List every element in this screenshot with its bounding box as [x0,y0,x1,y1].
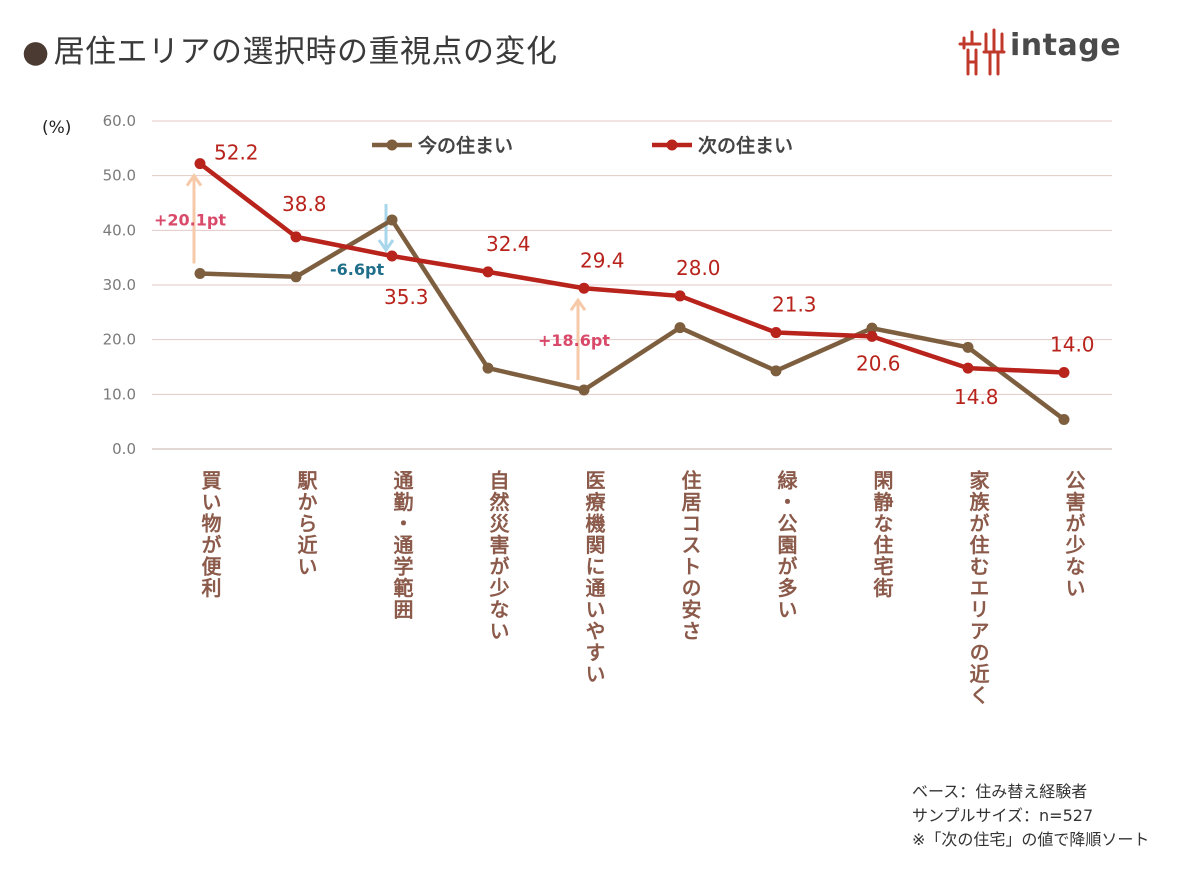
note-base: ベース：住み替え経験者 [912,782,1088,801]
data-point-current [962,341,974,353]
legend: 今の住まい 次の住まい [372,134,793,157]
data-label: 21.3 [772,293,817,317]
data-point-next [1058,366,1070,378]
data-labels: 52.2 38.8 35.3 32.4 29.4 28.0 21.3 20.6 14.8 14.0 [214,141,1095,409]
intage-logo-icon [958,28,1006,76]
annotation-label: +18.6pt [538,331,610,350]
data-point-next [482,266,494,278]
title-text: 居住エリアの選択時の重視点の変化 [53,34,558,70]
x-category-label: 買い物が便利 [198,470,222,599]
data-point-next [386,250,398,262]
data-point-current [770,365,782,377]
x-category-label: 駅から近い [294,470,318,578]
series-lines [198,161,1066,422]
title-bullet: ● [22,34,50,70]
y-tick-label: 40.0 [103,221,136,239]
data-label: 28.0 [676,256,721,280]
data-point-next [674,290,686,302]
data-point-current [290,271,302,283]
data-point-current [482,362,494,374]
x-category-label: 通勤・通学範囲 [390,470,414,621]
x-category-label: 家族が住むエリアの近く [966,469,990,707]
data-point-next [866,330,878,342]
difference-annotations: +20.1pt -6.6pt +18.6pt [154,173,610,380]
data-point-current [194,268,206,280]
y-axis-label: (%) [42,118,71,138]
data-point-next [578,282,590,294]
intage-logo: intage [958,26,1128,82]
x-category-label: 医療機関に通いやすい [582,470,606,685]
y-tick-label: 30.0 [103,276,136,294]
x-category-label: 緑・公園が多い [774,469,798,621]
grid-lines [152,120,1112,450]
x-category-label: 閑静な住宅街 [870,470,894,599]
logo-text: intage [1010,28,1122,63]
x-category-label: 住居コストの安さ [678,469,702,642]
data-point-current [386,214,398,226]
note-sample-size: サンプルサイズ：n=527 [912,806,1094,825]
data-point-current [578,384,590,396]
data-label: 32.4 [486,232,531,256]
series-line-next [198,161,1065,375]
data-point-current [866,322,878,334]
legend-label: 今の住まい [417,134,513,157]
y-axis-ticks: 0.0 10.0 20.0 30.0 40.0 50.0 60.0 [103,112,136,458]
data-point-next [962,362,974,374]
data-point-current [1058,413,1070,425]
x-category-label: 公害が少ない [1062,470,1086,599]
x-axis-categories: 買い物が便利 駅から近い 通勤・通学範囲 自然災害が少ない 医療機関に通いやすい 住居コス… [198,469,1086,707]
series-line-current [199,217,1066,422]
data-label: 14.8 [954,385,999,409]
data-point-next [290,231,302,243]
y-tick-label: 20.0 [103,331,136,349]
y-tick-label: 60.0 [103,112,136,130]
x-category-label: 自然災害が少ない [486,469,510,642]
chart-title: ● 居住エリアの選択時の重視点の変化 [22,26,558,71]
data-point-next [194,158,206,170]
legend-marker [386,139,398,151]
note-sort-order: ※「次の住宅」の値で降順ソート [912,830,1150,849]
data-label: 38.8 [282,192,327,216]
y-tick-label: 50.0 [103,167,136,185]
annotation-arrowhead [569,297,587,312]
annotation-label: +20.1pt [154,211,226,230]
data-point-current [674,322,686,334]
data-label: 35.3 [384,285,429,309]
series-points [194,158,1070,425]
annotation-label: -6.6pt [330,260,384,279]
data-label: 14.0 [1050,332,1095,356]
legend-label: 次の住まい [698,134,793,157]
data-label: 20.6 [856,351,901,375]
legend-marker [666,139,678,151]
data-label: 29.4 [580,248,625,272]
data-point-next [770,327,782,339]
annotation-arrowhead [185,173,203,187]
y-tick-label: 10.0 [103,385,136,403]
data-label: 52.2 [214,141,259,165]
annotation-arrowhead [377,239,395,253]
y-tick-label: 0.0 [112,440,136,458]
